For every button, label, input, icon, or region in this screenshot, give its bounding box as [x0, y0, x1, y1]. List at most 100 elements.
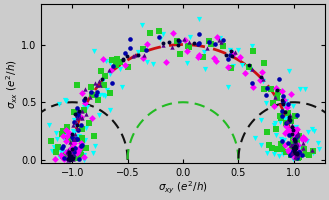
- Point: [70, 157, 76, 160]
- Point: [290, 104, 295, 107]
- Point: [258, 78, 263, 81]
- Point: [70, 157, 75, 161]
- Point: [297, 153, 302, 156]
- Point: [281, 139, 286, 142]
- Point: [56, 146, 61, 149]
- Point: [230, 52, 236, 55]
- Point: [311, 130, 316, 133]
- Point: [61, 137, 66, 140]
- Point: [279, 116, 284, 120]
- Point: [212, 56, 217, 59]
- Point: [52, 146, 57, 149]
- Point: [122, 52, 128, 55]
- Point: [77, 135, 82, 138]
- Point: [148, 32, 153, 35]
- Point: [291, 145, 296, 148]
- Point: [282, 110, 287, 113]
- Point: [292, 147, 297, 151]
- Point: [290, 146, 295, 149]
- Point: [90, 117, 95, 120]
- Point: [67, 156, 73, 159]
- Point: [114, 63, 119, 66]
- Point: [60, 135, 65, 138]
- Point: [272, 152, 277, 155]
- Point: [69, 151, 74, 154]
- Point: [161, 32, 166, 36]
- Point: [170, 31, 175, 35]
- Point: [291, 151, 296, 154]
- Point: [71, 154, 76, 157]
- Point: [91, 49, 97, 52]
- Point: [66, 156, 72, 159]
- Point: [295, 153, 300, 156]
- Point: [64, 139, 69, 142]
- Point: [135, 50, 140, 54]
- Point: [72, 137, 77, 140]
- Point: [195, 43, 201, 46]
- Point: [79, 150, 84, 153]
- Point: [289, 129, 294, 132]
- Point: [209, 42, 214, 46]
- Point: [70, 153, 76, 156]
- Point: [279, 99, 284, 102]
- Point: [316, 148, 321, 151]
- Point: [74, 148, 80, 152]
- Point: [251, 86, 256, 89]
- Point: [303, 88, 308, 91]
- Point: [64, 154, 69, 158]
- Point: [270, 102, 276, 105]
- Point: [290, 153, 295, 157]
- Point: [280, 97, 285, 100]
- Point: [108, 62, 113, 65]
- Point: [71, 118, 77, 121]
- Point: [80, 143, 85, 147]
- Point: [294, 134, 300, 137]
- Point: [249, 67, 255, 71]
- Point: [106, 69, 112, 72]
- Point: [302, 147, 307, 151]
- Point: [217, 36, 223, 39]
- Point: [259, 70, 264, 73]
- Point: [140, 48, 146, 51]
- Point: [267, 143, 272, 147]
- X-axis label: $\sigma_{xy}$ $(e^2/h)$: $\sigma_{xy}$ $(e^2/h)$: [158, 180, 208, 196]
- Point: [290, 152, 295, 155]
- Point: [296, 155, 301, 158]
- Point: [98, 93, 103, 97]
- Point: [284, 122, 289, 125]
- Point: [80, 92, 85, 95]
- Point: [303, 137, 308, 140]
- Point: [283, 132, 288, 135]
- Point: [192, 41, 197, 44]
- Point: [97, 79, 102, 82]
- Point: [293, 146, 298, 149]
- Point: [259, 75, 264, 78]
- Point: [72, 151, 77, 154]
- Point: [238, 56, 243, 59]
- Point: [265, 86, 270, 89]
- Point: [296, 156, 301, 159]
- Point: [207, 40, 212, 43]
- Point: [261, 78, 266, 81]
- Point: [293, 129, 298, 132]
- Point: [287, 113, 292, 116]
- Point: [286, 129, 291, 132]
- Point: [104, 59, 109, 63]
- Point: [183, 39, 188, 42]
- Y-axis label: $\sigma_{xx}$ $(e^2/h)$: $\sigma_{xx}$ $(e^2/h)$: [4, 59, 19, 109]
- Point: [175, 40, 180, 43]
- Point: [295, 138, 300, 141]
- Point: [98, 69, 104, 73]
- Point: [82, 96, 87, 100]
- Point: [300, 135, 305, 138]
- Point: [287, 134, 292, 137]
- Point: [274, 89, 280, 92]
- Point: [78, 144, 83, 147]
- Point: [302, 138, 308, 141]
- Point: [289, 120, 294, 123]
- Point: [145, 61, 150, 64]
- Point: [177, 40, 182, 43]
- Point: [297, 88, 302, 91]
- Point: [76, 134, 82, 138]
- Point: [128, 47, 133, 50]
